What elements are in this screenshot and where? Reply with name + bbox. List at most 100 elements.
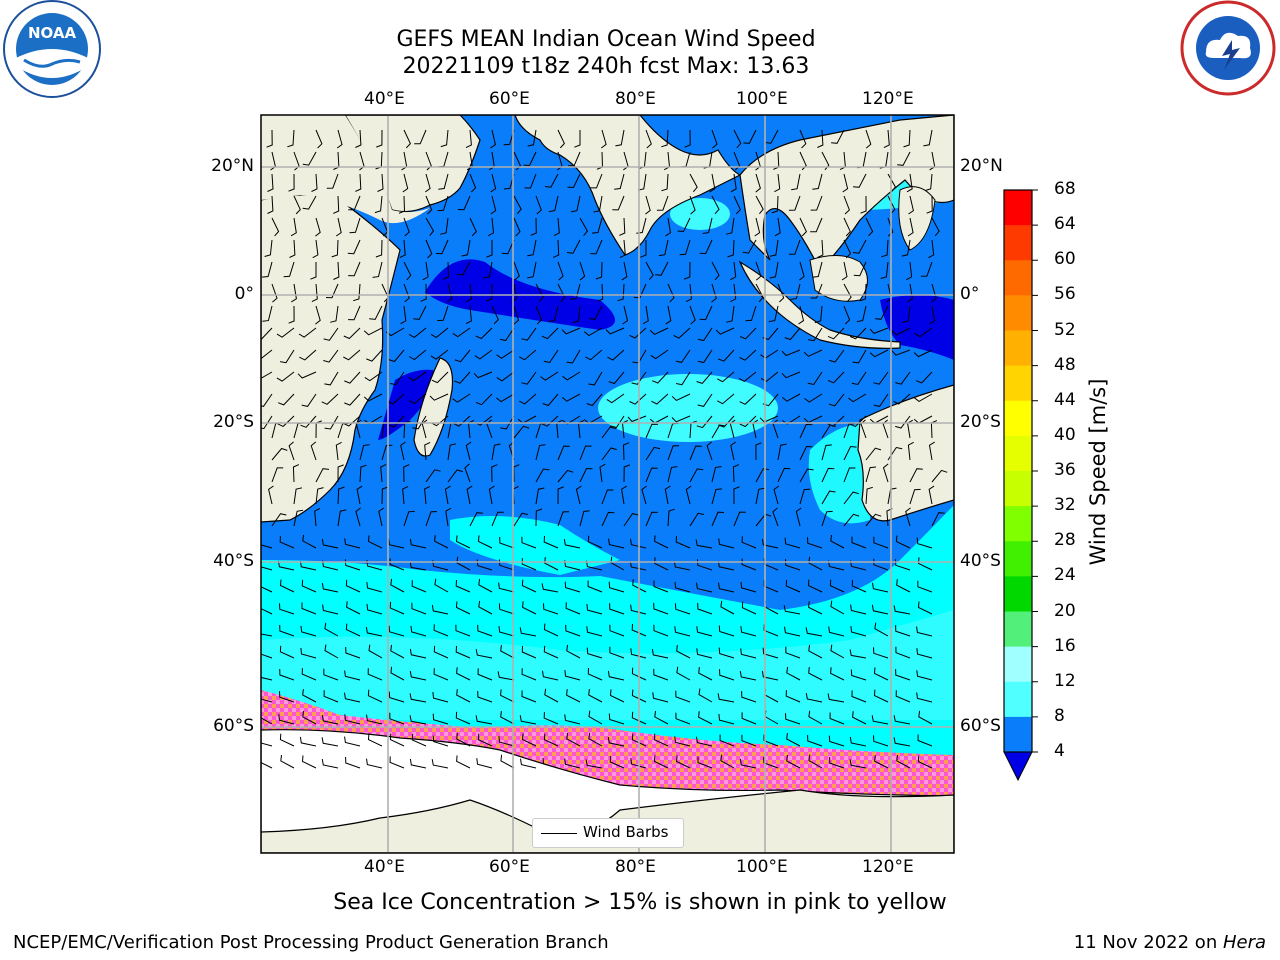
wind-barb	[810, 283, 823, 299]
wind-barb	[664, 485, 671, 505]
wind-barb	[674, 736, 691, 747]
wind-barb	[279, 668, 295, 681]
wind-barb	[612, 195, 625, 211]
wind-barb	[923, 129, 933, 147]
wind-barb	[302, 710, 317, 725]
wind-barb	[522, 601, 537, 615]
wind-barb	[475, 649, 493, 659]
colorbar-tick-label: 44	[1054, 389, 1076, 410]
wind-barb	[697, 756, 713, 769]
colorbar-segment	[1004, 190, 1032, 226]
wind-barb	[895, 535, 911, 549]
wind-barb	[521, 327, 537, 341]
wind-barb	[477, 690, 493, 703]
wind-barb	[289, 239, 296, 258]
wind-barb	[496, 349, 515, 359]
wind-barb	[733, 151, 741, 171]
wind-barb	[621, 261, 628, 281]
wind-barb	[895, 690, 911, 703]
wind-barb	[487, 217, 495, 237]
wind-barb	[763, 756, 779, 769]
wind-barb	[689, 512, 705, 527]
wind-barb	[425, 195, 433, 215]
wind-barb	[763, 734, 779, 747]
wind-barb	[689, 195, 696, 215]
wind-barb	[433, 645, 449, 659]
wind-barb	[859, 283, 867, 302]
wind-barb	[739, 758, 757, 769]
wind-barb	[435, 239, 449, 255]
wind-barb	[590, 239, 603, 255]
wind-barb	[667, 466, 678, 483]
wind-barb	[315, 487, 324, 505]
wind-barb	[730, 283, 737, 303]
wind-barb	[873, 735, 889, 747]
wind-barb	[671, 415, 691, 423]
wind-barb	[440, 217, 449, 235]
wind-barb	[437, 195, 449, 212]
wind-barb	[565, 624, 581, 637]
wind-patch-central	[598, 374, 778, 442]
wind-barb	[561, 327, 581, 335]
wind-barb	[345, 579, 361, 593]
wind-barb	[740, 581, 757, 593]
wind-barb	[562, 371, 581, 381]
colorbar-tick-label: 52	[1054, 319, 1076, 340]
wind-barb	[608, 371, 625, 385]
wind-barb	[786, 732, 801, 747]
wind-barb	[808, 601, 823, 615]
wind-barb	[812, 261, 823, 278]
wind-barb	[543, 603, 559, 615]
wind-barb	[926, 195, 933, 214]
wind-barb	[500, 689, 515, 703]
wind-barb	[849, 649, 867, 659]
wind-barb	[875, 305, 889, 320]
wind-barb	[843, 239, 852, 259]
wind-barb	[645, 467, 658, 483]
wind-barb	[614, 173, 625, 190]
wind-barb	[771, 195, 779, 214]
wind-barb	[311, 173, 318, 192]
lat-tick-left: 20°N	[211, 156, 254, 176]
wind-barb	[718, 647, 735, 659]
wind-barb	[665, 305, 672, 325]
wind-barb	[425, 511, 438, 527]
wind-barb	[490, 195, 497, 215]
wind-barb	[271, 513, 287, 527]
wind-barb	[696, 582, 713, 593]
wind-barb	[777, 467, 791, 483]
wind-barb	[486, 240, 493, 258]
wind-barb	[711, 283, 717, 303]
wind-barb	[519, 715, 537, 725]
wind-barb	[483, 261, 493, 279]
wind-barb	[409, 648, 427, 659]
wind-barb	[535, 508, 543, 527]
wind-barb	[315, 129, 323, 149]
wind-barb	[931, 469, 948, 483]
wind-barb	[739, 671, 757, 681]
wind-barb	[913, 393, 933, 403]
wind-barb	[345, 646, 361, 659]
wind-barb	[566, 349, 581, 364]
wind-barb	[740, 648, 757, 659]
wind-barb	[849, 327, 867, 340]
wind-barb	[288, 441, 295, 461]
wind-barb	[478, 600, 493, 615]
wind-barb	[535, 283, 544, 303]
wind-barb	[293, 195, 301, 215]
wind-barb	[817, 129, 824, 148]
wind-barb	[311, 283, 318, 303]
wind-barb	[631, 733, 647, 747]
wind-barb	[655, 261, 669, 276]
wind-barb	[477, 733, 493, 747]
wind-barb	[852, 711, 867, 725]
wind-barb	[702, 217, 713, 234]
wind-barb	[414, 129, 427, 145]
footer-branch: NCEP/EMC/Verification Post Processing Pr…	[13, 932, 609, 953]
wind-barb	[732, 464, 740, 483]
wind-barb	[711, 424, 726, 439]
wind-barb	[367, 535, 383, 549]
wind-barb	[444, 485, 451, 505]
wind-barb	[808, 644, 823, 659]
wind-barb	[593, 195, 603, 213]
